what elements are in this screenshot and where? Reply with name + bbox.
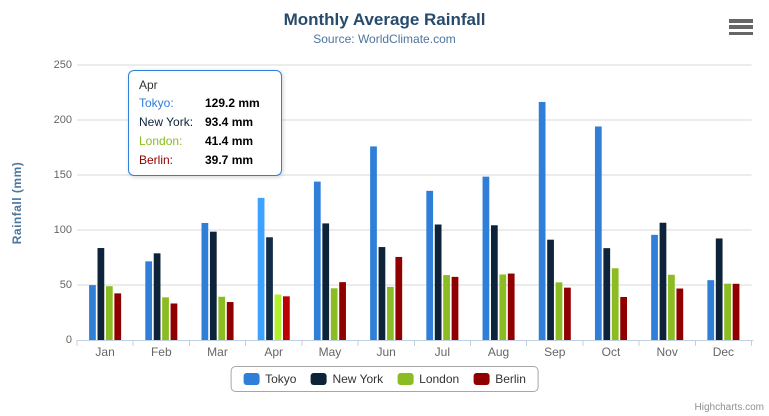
bar-new-york-oct[interactable]: [603, 248, 611, 340]
legend-symbol-london: [397, 373, 414, 385]
bar-london-feb[interactable]: [162, 297, 169, 340]
bar-berlin-sep[interactable]: [564, 287, 571, 340]
bar-london-may[interactable]: [330, 288, 338, 340]
x-axis-label-jan: Jan: [95, 345, 115, 359]
bar-london-sep[interactable]: [555, 282, 563, 340]
bar-london-jan[interactable]: [105, 286, 113, 340]
x-axis-label-apr: Apr: [264, 345, 284, 359]
x-axis-label-aug: Aug: [487, 345, 510, 359]
bar-berlin-aug[interactable]: [507, 273, 515, 340]
legend-item-berlin[interactable]: Berlin: [473, 372, 526, 386]
context-menu-button[interactable]: [729, 17, 755, 37]
chart-subtitle: Source: WorldClimate.com: [313, 32, 456, 46]
bar-tokyo-oct[interactable]: [594, 126, 602, 341]
tooltip-series-value: 129.2 mm: [205, 96, 260, 110]
tooltip: Apr Tokyo: 129.2 mm New York: 93.4 mm London…: [128, 70, 282, 176]
legend: Tokyo New York London Berlin: [230, 366, 539, 392]
bar-berlin-may[interactable]: [339, 282, 346, 340]
bar-london-jun[interactable]: [386, 286, 394, 340]
legend-symbol-tokyo: [243, 373, 260, 385]
bar-berlin-mar[interactable]: [226, 302, 234, 340]
tooltip-series-value: 39.7 mm: [205, 153, 254, 167]
tooltip-series-label: Tokyo:: [139, 96, 174, 110]
bar-tokyo-feb[interactable]: [145, 261, 153, 340]
legend-item-tokyo[interactable]: Tokyo: [243, 372, 296, 386]
x-axis-label-oct: Oct: [601, 345, 621, 359]
y-axis-label-50: 50: [59, 279, 72, 291]
tooltip-rows: Tokyo: 129.2 mm New York: 93.4 mm London: 41.…: [139, 96, 271, 167]
bar-tokyo-jul[interactable]: [426, 190, 434, 340]
legend-symbol-new-york: [310, 373, 327, 385]
y-axis-label-100: 100: [53, 224, 72, 236]
bar-berlin-jun[interactable]: [395, 256, 403, 340]
bar-new-york-jul[interactable]: [434, 224, 442, 341]
bar-berlin-jul[interactable]: [451, 276, 459, 340]
bar-tokyo-sep[interactable]: [538, 101, 546, 341]
tooltip-series-label: London:: [139, 134, 183, 148]
bar-new-york-feb[interactable]: [153, 253, 161, 340]
bar-london-aug[interactable]: [499, 274, 507, 340]
bar-berlin-jan[interactable]: [114, 293, 122, 340]
bar-tokyo-apr[interactable]: [257, 197, 265, 340]
bar-london-dec[interactable]: [724, 283, 731, 340]
y-axis-title: Rainfall (mm): [10, 161, 24, 245]
bar-new-york-mar[interactable]: [209, 231, 217, 340]
legend-symbol-berlin: [473, 373, 490, 385]
credits-link[interactable]: Highcharts.com: [694, 402, 764, 413]
bar-new-york-nov[interactable]: [659, 222, 667, 340]
legend-item-new-york[interactable]: New York: [310, 372, 383, 386]
bar-new-york-dec[interactable]: [715, 238, 723, 340]
legend-label: Berlin: [495, 372, 526, 386]
bar-london-mar[interactable]: [218, 296, 226, 340]
x-axis-label-dec: Dec: [712, 345, 735, 359]
x-axis-label-nov: Nov: [656, 345, 678, 359]
y-axis-label-150: 150: [53, 169, 72, 181]
bar-tokyo-may[interactable]: [313, 181, 321, 340]
y-axis-label-0: 0: [65, 334, 72, 346]
legend-item-london[interactable]: London: [397, 372, 459, 386]
x-axis-label-feb: Feb: [150, 345, 172, 359]
bar-new-york-aug[interactable]: [490, 225, 498, 340]
x-axis-label-sep: Sep: [544, 345, 566, 359]
bar-new-york-jan[interactable]: [97, 248, 105, 340]
bar-tokyo-jun[interactable]: [370, 146, 377, 340]
bar-london-jul[interactable]: [443, 275, 450, 340]
chart-title: Monthly Average Rainfall: [283, 10, 486, 29]
bar-london-apr[interactable]: [274, 294, 282, 340]
bar-tokyo-aug[interactable]: [482, 176, 490, 340]
tooltip-series-label: Berlin:: [139, 153, 174, 167]
x-axis-label-may: May: [318, 345, 342, 359]
tooltip-series-label: New York:: [139, 115, 194, 129]
y-axis-label-200: 200: [53, 114, 72, 126]
tooltip-header: Apr: [139, 78, 158, 92]
legend-label: New York: [332, 372, 384, 386]
bar-new-york-jun[interactable]: [378, 247, 386, 340]
bar-tokyo-mar[interactable]: [201, 222, 209, 340]
bar-berlin-nov[interactable]: [676, 288, 684, 340]
bar-new-york-apr[interactable]: [266, 237, 273, 340]
bar-berlin-oct[interactable]: [620, 296, 627, 340]
tooltip-series-value: 93.4 mm: [205, 115, 254, 129]
legend-label: Tokyo: [265, 372, 297, 386]
x-axis-label-jun: Jun: [376, 345, 396, 359]
x-axis-label-mar: Mar: [207, 345, 228, 359]
x-axis-label-jul: Jul: [434, 345, 451, 359]
bar-tokyo-dec[interactable]: [707, 280, 715, 340]
y-axis-label-250: 250: [53, 59, 72, 71]
bar-london-nov[interactable]: [668, 274, 675, 340]
bar-london-oct[interactable]: [611, 268, 619, 340]
bar-new-york-sep[interactable]: [547, 239, 554, 340]
bar-berlin-dec[interactable]: [732, 283, 740, 340]
bar-tokyo-nov[interactable]: [651, 234, 658, 340]
bar-berlin-feb[interactable]: [170, 303, 178, 340]
bar-tokyo-jan[interactable]: [89, 285, 96, 340]
tooltip-series-value: 41.4 mm: [205, 134, 254, 148]
bar-berlin-apr[interactable]: [283, 296, 290, 340]
legend-label: London: [419, 372, 460, 386]
bar-new-york-may[interactable]: [322, 223, 330, 340]
